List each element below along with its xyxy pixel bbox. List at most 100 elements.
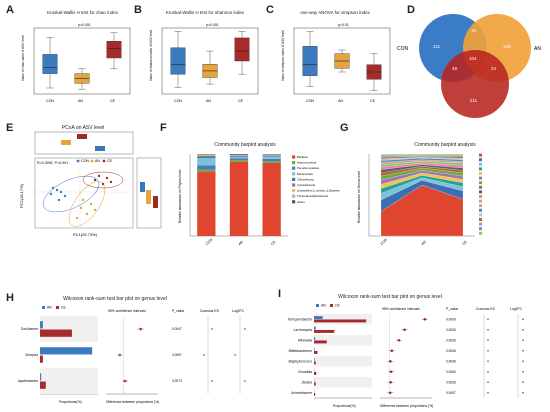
log2fc-point	[522, 370, 524, 373]
ci-column-header: 95% confidence intervals	[108, 309, 146, 313]
boxplot-b: Value of shannon index of ASV level p<0.0…	[149, 23, 259, 103]
effect-point	[487, 349, 489, 352]
row-band	[314, 335, 372, 346]
panel-a-title: Kruskal-Wallis H test for chao index	[47, 10, 118, 15]
f-x-tick-label: CE	[270, 239, 277, 246]
f-legend-label: Bacteroidota	[297, 172, 313, 176]
pcoa-point	[63, 194, 67, 198]
pcoa-legend-con: CON	[81, 159, 89, 163]
panel-c-letter: C	[266, 4, 274, 16]
f-legend-label: Chloroflexota	[297, 177, 314, 181]
pcoa-point	[79, 206, 83, 210]
stacked-area-genus: Relative abundance on Genus level CON AN CE	[357, 153, 482, 247]
ci-point	[139, 327, 142, 331]
pcoa-point	[93, 208, 97, 212]
row-genus-label: Bifidobacterium	[289, 349, 313, 353]
g-legend-swatch	[479, 218, 482, 221]
g-area-band	[380, 154, 464, 156]
g-legend-swatch	[479, 172, 482, 175]
bar-ce	[314, 371, 317, 375]
pcoa-stats: R=0.3092, P=0.001	[37, 161, 68, 165]
pcoa-point	[81, 198, 85, 202]
pcoa-top-frame	[34, 131, 134, 155]
f-bar-segment	[229, 156, 249, 159]
g-x-tick-label: CE	[462, 239, 469, 246]
f-legend-swatch	[292, 155, 296, 159]
box-ce	[106, 41, 122, 59]
effect-point	[211, 380, 213, 382]
legend-ce-label: CE	[61, 306, 66, 310]
row-genus-label: Turicibacter	[21, 327, 39, 331]
venn-label-an: AN	[534, 46, 541, 52]
row-band	[314, 356, 372, 367]
g-area-band	[380, 153, 464, 155]
g-x-tick-label: AN	[421, 240, 428, 247]
panel-e-title: PCoA on ASV level	[61, 125, 105, 131]
row-genus-label: Sharpea	[25, 353, 38, 357]
f-y-axis-label: Relative abundance on Phylum level	[178, 169, 182, 223]
x-tick-label: CE	[110, 99, 116, 103]
f-bar-segment	[262, 155, 281, 157]
pcoa-ellipse-ce	[82, 171, 124, 189]
g-legend-swatch	[479, 222, 482, 226]
pcoa-main-frame	[34, 157, 134, 229]
f-legend-label: Bacillota	[297, 155, 308, 159]
pcoa-point	[93, 178, 97, 182]
bar-ce	[40, 355, 43, 363]
bar-ce	[314, 392, 316, 396]
ci-point	[423, 317, 427, 321]
f-bar-segment	[197, 172, 216, 236]
significance-label: p<0.01	[338, 23, 349, 27]
ci-point	[123, 379, 127, 383]
panel-d-letter: D	[407, 4, 415, 16]
bar-ce	[314, 340, 327, 344]
p-value: 0.0036	[446, 328, 456, 332]
x-tick-label: CE	[238, 99, 244, 103]
bar-ce	[314, 382, 316, 386]
g-legend-swatch	[479, 185, 482, 189]
pcoa-point	[101, 182, 105, 186]
bar-x-label: Proportions(%)	[59, 400, 82, 404]
f-legend-swatch	[292, 177, 296, 181]
row-genus-label: Clostridia	[298, 370, 312, 374]
pcoa-points	[49, 174, 113, 220]
pcoa-right-frame	[136, 157, 162, 229]
y-axis-label: Value of chao index of ASV level	[21, 35, 25, 81]
f-legend-swatch	[292, 172, 296, 176]
g-legend-swatch	[479, 199, 482, 203]
log2fc-point	[522, 318, 524, 321]
g-x-tick-label: CON	[380, 237, 389, 246]
panel-g-letter: G	[340, 122, 349, 134]
log2fc-point	[244, 328, 246, 330]
bar-an	[314, 316, 323, 320]
row-genus-label: Terrisporobacter	[287, 317, 312, 321]
bar-ce	[40, 329, 72, 337]
stacked-bar-phylum: Relative abundance on Phylum level CON AN C…	[178, 154, 340, 246]
venn-ce-only: 211	[470, 98, 478, 103]
bar-ce	[314, 329, 335, 333]
pcoa-top-box-ce	[77, 134, 87, 139]
box-con	[170, 47, 186, 75]
x-tick-label: AN	[338, 99, 343, 103]
panel-f-title: Community barplot analysis	[214, 142, 276, 148]
pcoa-point	[105, 176, 109, 180]
effect-point	[203, 354, 205, 356]
pcoa-xlabel: PC1(26.73%)	[73, 232, 98, 237]
p-value-header: P_value	[446, 307, 458, 311]
pcoa-point	[75, 216, 79, 220]
panel-h-title: Wilcoxon rank-sum test bar plot on genus…	[63, 296, 167, 302]
x-tick-label: AN	[206, 99, 211, 103]
f-legend-swatch	[292, 161, 296, 165]
g-legend-swatch	[479, 195, 482, 198]
g-legend-swatch	[479, 162, 482, 166]
pcoa-point	[109, 180, 113, 184]
g-y-axis-label: Relative abundance on Genus level	[357, 171, 361, 223]
box-con	[302, 46, 318, 76]
row-genus-label: Dietzia	[302, 380, 312, 384]
venn-con-ce: 49	[452, 66, 458, 71]
effect-point	[487, 391, 489, 394]
x-tick-label: CON	[46, 99, 54, 103]
f-bar-segment	[197, 155, 216, 157]
bar-an	[40, 321, 43, 329]
bar-an	[40, 373, 42, 381]
